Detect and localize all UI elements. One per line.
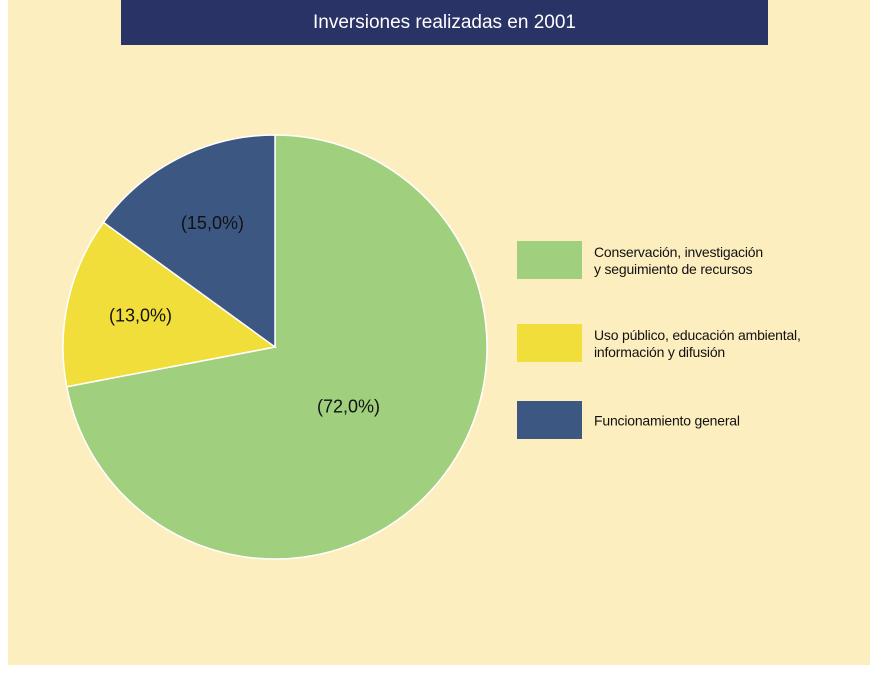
legend-label: Conservación, investigación y seguimient… <box>594 244 763 277</box>
legend-label: Funcionamiento general <box>594 412 740 429</box>
legend-item: Uso público, educación ambiental, inform… <box>517 324 857 364</box>
data-label: (72,0%) <box>317 397 380 417</box>
legend-label: Uso público, educación ambiental, inform… <box>594 327 801 360</box>
chart-title: Inversiones realizadas en 2001 <box>121 0 768 45</box>
legend-item: Conservación, investigación y seguimient… <box>517 241 857 281</box>
legend-swatch <box>517 241 582 279</box>
pie-slice <box>65 134 488 560</box>
pie-slice <box>102 134 276 349</box>
pie-slice <box>62 221 277 388</box>
legend-item: Funcionamiento general <box>517 401 857 441</box>
legend-swatch <box>517 324 582 362</box>
data-label: (13,0%) <box>109 306 172 326</box>
data-label: (15,0%) <box>181 213 244 233</box>
legend-swatch <box>517 401 582 439</box>
